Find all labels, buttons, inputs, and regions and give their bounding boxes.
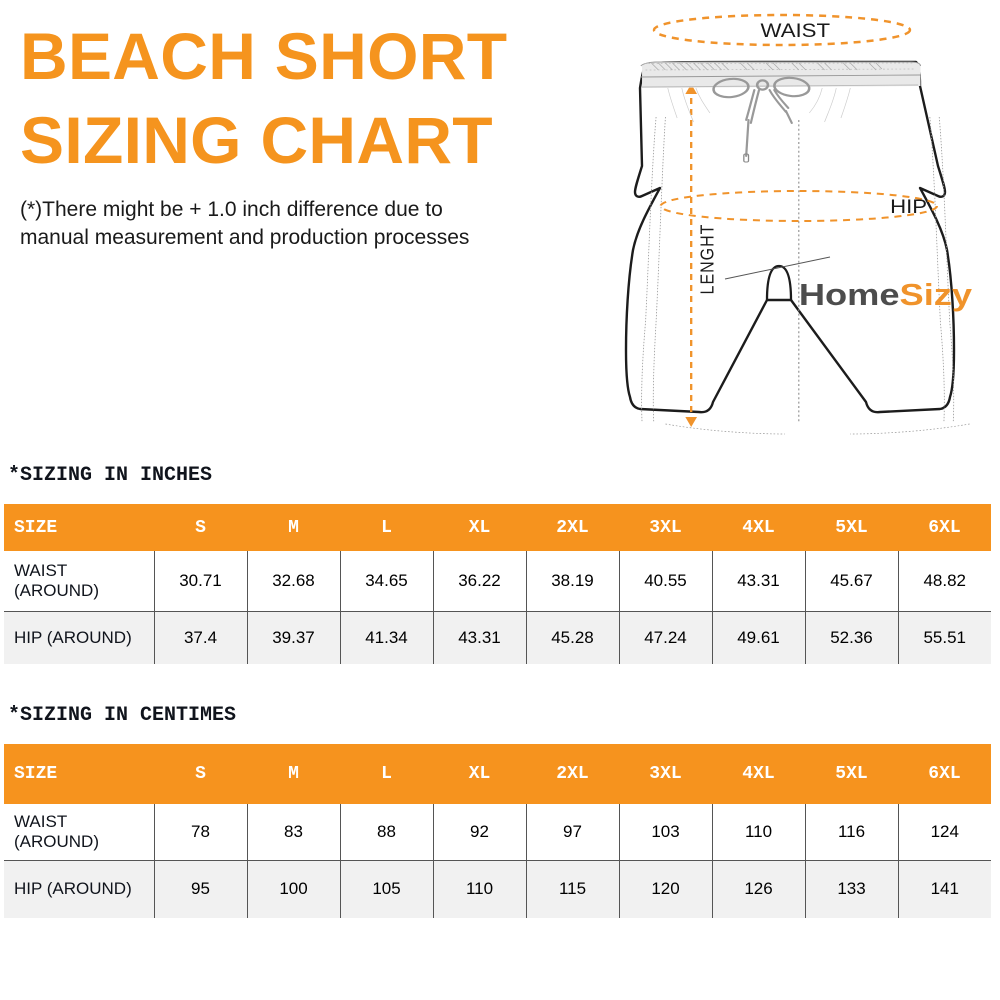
svg-text:HomeSizy: HomeSizy (799, 277, 973, 312)
svg-text:LENGHT: LENGHT (696, 224, 718, 295)
svg-text:HIP: HIP (890, 196, 927, 217)
svg-text:WAIST: WAIST (761, 20, 831, 41)
